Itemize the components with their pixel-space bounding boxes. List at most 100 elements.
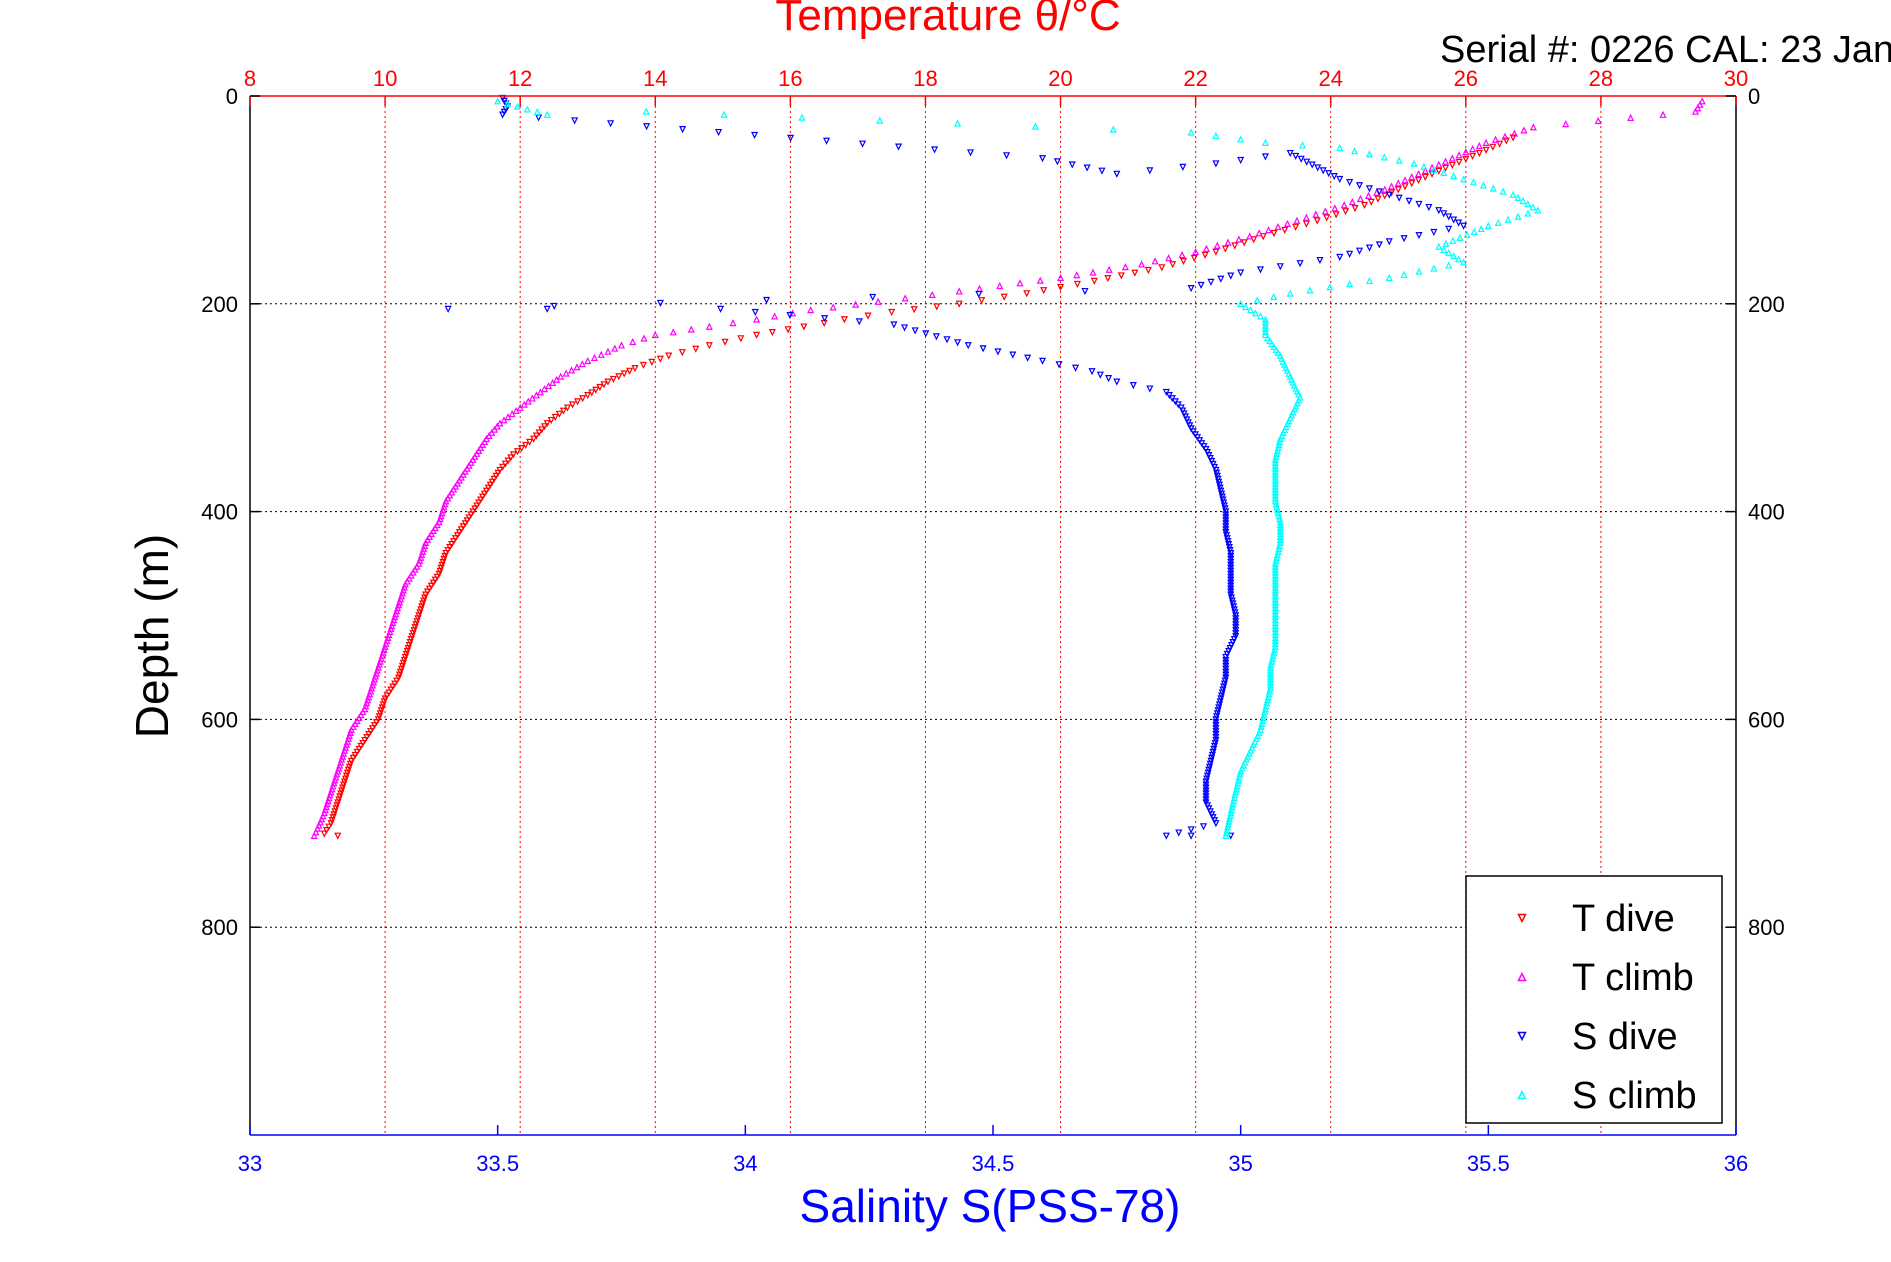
t-climb-point xyxy=(874,297,882,305)
s-dive-point xyxy=(1430,228,1438,237)
t-climb-point xyxy=(313,824,322,832)
s-dive-point xyxy=(966,149,975,157)
t-dive-point xyxy=(1502,137,1510,145)
s-dive-point xyxy=(1068,161,1076,169)
t-dive-point xyxy=(1023,290,1031,298)
s-dive-point xyxy=(954,339,962,347)
s-climb-point xyxy=(1253,296,1261,304)
right-y-tick-label: 200 xyxy=(1748,292,1785,317)
t-dive-point xyxy=(1231,242,1239,250)
s-climb-point xyxy=(642,107,650,115)
t-dive-point xyxy=(327,820,335,828)
s-dive-point xyxy=(1197,281,1205,290)
t-dive-point xyxy=(665,352,673,360)
t-climb-point xyxy=(1627,113,1635,122)
t-dive-point xyxy=(1374,195,1382,203)
s-dive-point xyxy=(1435,207,1443,215)
t-climb-point xyxy=(1255,229,1263,237)
t-dive-point xyxy=(1000,293,1008,301)
s-dive-point xyxy=(1400,235,1408,243)
t-climb-point xyxy=(1121,263,1129,271)
bottom-x-tick-label: 35.5 xyxy=(1467,1151,1510,1176)
t-dive-point xyxy=(1475,149,1483,158)
s-dive-point xyxy=(1346,179,1354,187)
t-climb-point xyxy=(1274,222,1282,231)
right-y-tick-label: 600 xyxy=(1748,707,1785,732)
t-climb-point xyxy=(1462,148,1470,156)
s-dive-point xyxy=(1445,213,1453,221)
t-climb-point xyxy=(455,476,463,484)
t-climb-point xyxy=(1469,145,1477,153)
s-dive-point xyxy=(1297,155,1305,163)
t-climb-point xyxy=(482,434,490,443)
s-dive-point xyxy=(1319,167,1327,175)
t-dive-point xyxy=(334,832,342,840)
s-dive-point xyxy=(994,348,1002,356)
t-climb-point xyxy=(1448,154,1456,162)
t-climb-point xyxy=(584,357,592,365)
s-dive-point xyxy=(550,302,558,310)
t-climb-point xyxy=(310,831,318,839)
t-dive-point xyxy=(615,373,623,381)
t-dive-point xyxy=(1441,164,1450,172)
top-x-tick-label: 24 xyxy=(1318,66,1342,91)
t-climb-point xyxy=(705,322,713,330)
t-dive-point xyxy=(910,306,918,314)
t-climb-point xyxy=(1246,232,1254,240)
t-climb-point xyxy=(512,406,520,415)
s-dive-point xyxy=(1336,175,1344,184)
t-dive-point xyxy=(840,316,848,324)
legend-marker xyxy=(1517,971,1527,982)
s-climb-point xyxy=(1445,248,1453,257)
s-climb-point xyxy=(1430,264,1438,272)
s-climb-point xyxy=(1479,181,1487,189)
s-climb-point xyxy=(1524,200,1532,208)
s-climb-point xyxy=(1346,280,1354,288)
t-climb-point xyxy=(411,565,419,573)
t-climb-point xyxy=(1455,151,1463,159)
s-dive-point xyxy=(1009,351,1017,359)
s-climb-point xyxy=(1440,168,1448,177)
t-climb-point xyxy=(687,325,695,333)
t-climb-point xyxy=(544,381,553,390)
s-dive-point xyxy=(1146,385,1154,393)
s-dive-point xyxy=(1415,232,1423,240)
t-dive-point xyxy=(1212,248,1220,256)
t-dive-point xyxy=(1073,280,1082,289)
s-dive-point xyxy=(1237,156,1245,165)
t-climb-point xyxy=(1016,279,1024,287)
s-climb-point xyxy=(1514,212,1522,220)
t-climb-point xyxy=(1224,238,1232,246)
t-dive-point xyxy=(1292,223,1300,231)
s-dive-point xyxy=(1256,266,1265,274)
s-dive-point xyxy=(1325,170,1333,178)
t-climb-point xyxy=(508,409,516,418)
s-dive-point xyxy=(1405,197,1413,205)
t-dive-point xyxy=(864,312,872,320)
s-climb-point xyxy=(1237,135,1245,143)
t-climb-point xyxy=(640,334,648,342)
t-climb-point xyxy=(1482,138,1490,146)
s-climb-point xyxy=(1109,125,1117,133)
right-y-tick-label: 0 xyxy=(1748,84,1760,109)
s-dive-point xyxy=(1187,832,1195,840)
s-dive-point xyxy=(1261,153,1270,161)
s-climb-point xyxy=(1270,342,1278,351)
top-x-tick-label: 8 xyxy=(244,66,256,91)
s-dive-point xyxy=(1081,287,1089,296)
s-dive-point xyxy=(1227,272,1235,280)
s-climb-point xyxy=(876,116,884,124)
t-dive-point xyxy=(1179,258,1188,266)
t-climb-point xyxy=(1036,276,1044,284)
s-dive-point xyxy=(1276,263,1284,271)
legend-label: S climb xyxy=(1572,1075,1697,1117)
s-climb-point xyxy=(1270,292,1278,301)
s-dive-point xyxy=(1355,182,1364,190)
s-climb-point xyxy=(1271,494,1279,502)
s-climb-point xyxy=(1256,312,1265,320)
s-dive-point xyxy=(1207,278,1215,286)
t-climb-point xyxy=(553,375,561,383)
t-dive-point xyxy=(978,297,986,305)
s-climb-point xyxy=(494,97,502,105)
s-climb-point xyxy=(1395,156,1403,164)
